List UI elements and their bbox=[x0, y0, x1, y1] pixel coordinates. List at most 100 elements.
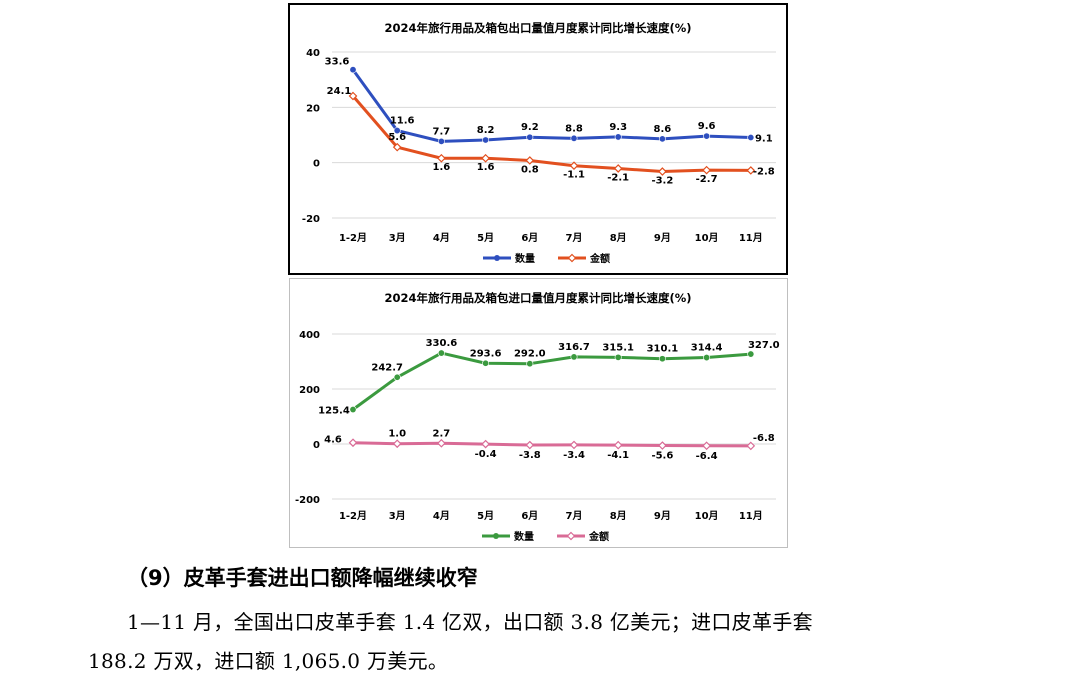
data-point bbox=[658, 355, 666, 363]
data-label: 316.7 bbox=[558, 342, 590, 353]
data-label: 8.6 bbox=[654, 124, 672, 135]
data-point bbox=[392, 439, 402, 449]
data-label: -1.1 bbox=[563, 170, 585, 181]
data-point bbox=[482, 136, 490, 144]
data-point bbox=[702, 441, 711, 451]
import-growth-chart-svg: 2024年旅行用品及箱包进口量值月度累计同比增长速度(%) 400 200 0 -200… bbox=[295, 291, 780, 543]
export-growth-chart-svg: 2024年旅行用品及箱包出口量值月度累计同比增长速度(%) 40 20 0 -20 1-2… bbox=[302, 21, 776, 265]
data-point bbox=[613, 164, 623, 173]
data-point bbox=[348, 91, 358, 101]
data-label: 9.1 bbox=[755, 133, 773, 144]
data-label: 9.2 bbox=[521, 122, 539, 133]
data-point bbox=[393, 127, 401, 135]
legend-label: 数量 bbox=[515, 252, 535, 265]
data-label: -2.7 bbox=[696, 174, 718, 185]
data-point bbox=[349, 66, 357, 74]
data-label: 314.4 bbox=[691, 343, 723, 354]
data-label: -2.8 bbox=[753, 166, 775, 177]
y-tick-label: 0 bbox=[313, 440, 320, 451]
import-growth-chart: 2024年旅行用品及箱包进口量值月度累计同比增长速度(%) 400 200 0 -200… bbox=[289, 278, 788, 548]
data-point bbox=[570, 353, 578, 361]
data-label: 24.1 bbox=[327, 86, 352, 97]
data-point bbox=[614, 133, 622, 141]
data-point bbox=[746, 441, 756, 451]
x-tick-label: 3月 bbox=[389, 510, 406, 522]
data-label: 1.6 bbox=[477, 162, 495, 173]
data-label: 5.6 bbox=[388, 132, 406, 143]
paragraph-line-2: 188.2 万双，进口额 1,065.0 万美元。 bbox=[88, 649, 449, 673]
data-point bbox=[658, 441, 667, 450]
data-label: -6.8 bbox=[753, 433, 775, 444]
data-label: -3.4 bbox=[563, 450, 585, 461]
legend-label: 金额 bbox=[588, 530, 609, 543]
data-point bbox=[482, 359, 490, 367]
data-label: 292.0 bbox=[514, 349, 546, 360]
data-label: -3.8 bbox=[519, 450, 541, 461]
x-tick-label: 9月 bbox=[654, 232, 671, 244]
data-label: 0.8 bbox=[521, 164, 539, 175]
data-label: 1.0 bbox=[388, 429, 406, 440]
series-line-金额 bbox=[351, 95, 751, 174]
legend-marker bbox=[493, 533, 499, 539]
data-label: 242.7 bbox=[371, 362, 403, 373]
y-tick-label: 400 bbox=[299, 330, 320, 341]
data-point bbox=[525, 440, 535, 450]
data-point bbox=[658, 135, 666, 143]
data-label: 9.3 bbox=[609, 122, 627, 133]
data-point bbox=[702, 165, 711, 175]
data-point bbox=[569, 440, 579, 450]
data-point bbox=[348, 438, 358, 448]
chart-title: 2024年旅行用品及箱包出口量值月度累计同比增长速度(%) bbox=[384, 21, 691, 35]
data-point bbox=[349, 406, 357, 414]
data-point bbox=[437, 137, 445, 145]
data-label: 2.7 bbox=[433, 428, 451, 439]
data-point bbox=[437, 153, 446, 163]
data-point bbox=[569, 161, 579, 171]
legend-label: 金额 bbox=[589, 252, 610, 265]
data-point bbox=[526, 133, 534, 141]
x-tick-label: 7月 bbox=[566, 232, 583, 244]
data-label: -6.4 bbox=[696, 451, 718, 462]
data-label: -5.6 bbox=[651, 451, 673, 462]
legend-marker bbox=[494, 255, 500, 261]
data-point bbox=[437, 349, 445, 357]
data-point bbox=[393, 373, 401, 381]
data-point bbox=[481, 439, 490, 449]
data-point bbox=[437, 438, 446, 448]
data-label: 4.6 bbox=[324, 435, 342, 446]
x-tick-label: 5月 bbox=[477, 510, 494, 522]
legend-marker bbox=[567, 253, 577, 263]
y-tick-label: -20 bbox=[302, 214, 320, 225]
x-tick-label: 3月 bbox=[389, 232, 406, 244]
data-point bbox=[481, 153, 490, 163]
series-line-数量 bbox=[352, 351, 751, 411]
x-tick-label: 4月 bbox=[433, 232, 450, 244]
data-point bbox=[614, 353, 622, 361]
x-tick-label: 11月 bbox=[739, 510, 763, 522]
data-label: -3.2 bbox=[651, 176, 673, 187]
data-label: 310.1 bbox=[647, 344, 679, 355]
y-tick-label: 200 bbox=[299, 385, 320, 396]
data-point bbox=[613, 440, 623, 450]
data-label: 125.4 bbox=[318, 406, 350, 417]
data-point bbox=[525, 156, 535, 165]
x-tick-label: 8月 bbox=[610, 232, 627, 244]
series-line-金额 bbox=[352, 441, 751, 448]
export-growth-chart: 2024年旅行用品及箱包出口量值月度累计同比增长速度(%) 40 20 0 -20 1-2… bbox=[288, 3, 788, 275]
data-point bbox=[526, 360, 534, 368]
x-tick-label: 7月 bbox=[566, 510, 583, 522]
data-point bbox=[703, 354, 711, 362]
x-tick-label: 11月 bbox=[739, 232, 763, 244]
chart-title: 2024年旅行用品及箱包进口量值月度累计同比增长速度(%) bbox=[384, 291, 691, 305]
x-tick-label: 9月 bbox=[654, 510, 671, 522]
y-tick-label: -200 bbox=[295, 495, 320, 506]
data-label: 9.6 bbox=[698, 121, 716, 132]
data-point bbox=[703, 132, 711, 140]
x-tick-label: 1-2月 bbox=[339, 510, 367, 522]
paragraph-line-1: 1—11 月，全国出口皮革手套 1.4 亿双，出口额 3.8 亿美元；进口皮革手… bbox=[127, 610, 813, 634]
data-label: 1.6 bbox=[433, 162, 451, 173]
x-tick-label: 5月 bbox=[477, 232, 494, 244]
x-tick-label: 10月 bbox=[695, 510, 719, 522]
data-label: -2.1 bbox=[607, 172, 629, 183]
data-label: 33.6 bbox=[325, 57, 350, 68]
